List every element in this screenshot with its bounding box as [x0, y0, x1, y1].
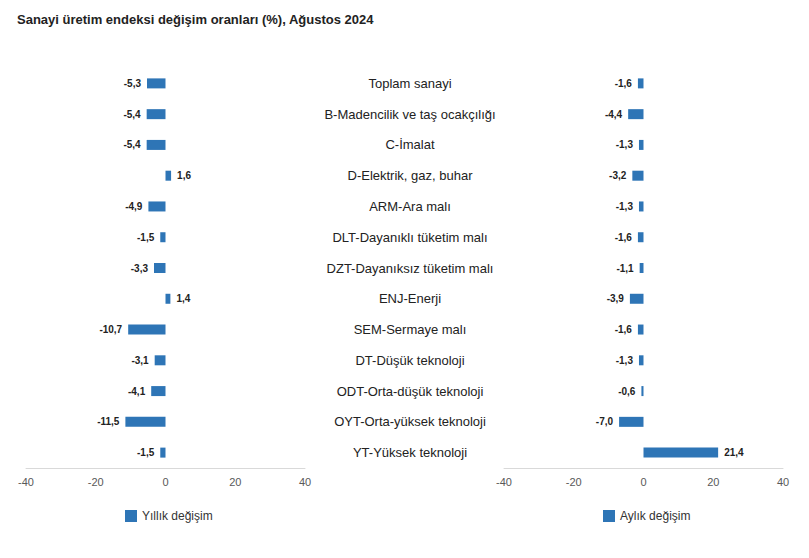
svg-text:-1,1: -1,1 — [616, 263, 634, 274]
svg-text:-0,6: -0,6 — [618, 386, 636, 397]
svg-text:SEM-Sermaye malı: SEM-Sermaye malı — [354, 322, 467, 337]
svg-text:-5,4: -5,4 — [123, 109, 141, 120]
svg-text:-1,5: -1,5 — [137, 232, 155, 243]
svg-text:DLT-Dayanıklı tüketim malı: DLT-Dayanıklı tüketim malı — [332, 230, 487, 245]
svg-text:Sanayi üretim endeksi değişim: Sanayi üretim endeksi değişim oranları (… — [17, 12, 374, 27]
svg-text:20: 20 — [707, 476, 719, 488]
svg-text:Aylık değişim: Aylık değişim — [620, 509, 690, 523]
svg-text:-10,7: -10,7 — [99, 324, 122, 335]
svg-text:-20: -20 — [566, 476, 582, 488]
svg-text:-1,6: -1,6 — [615, 232, 633, 243]
svg-text:-1,6: -1,6 — [615, 78, 633, 89]
svg-text:-3,9: -3,9 — [607, 293, 625, 304]
svg-text:-4,9: -4,9 — [125, 201, 143, 212]
svg-text:-11,5: -11,5 — [97, 416, 120, 427]
svg-text:0: 0 — [162, 476, 168, 488]
svg-text:-1,5: -1,5 — [137, 447, 155, 458]
svg-text:-40: -40 — [496, 476, 512, 488]
svg-text:-4,1: -4,1 — [128, 386, 146, 397]
svg-text:1,6: 1,6 — [177, 170, 191, 181]
svg-text:-3,1: -3,1 — [131, 355, 149, 366]
svg-text:0: 0 — [640, 476, 646, 488]
svg-text:-1,3: -1,3 — [616, 201, 634, 212]
svg-text:-5,4: -5,4 — [123, 139, 141, 150]
svg-text:-1,3: -1,3 — [616, 139, 634, 150]
svg-text:-1,3: -1,3 — [616, 355, 634, 366]
svg-text:B-Madencilik ve taş ocakçılığı: B-Madencilik ve taş ocakçılığı — [324, 107, 495, 122]
svg-text:21,4: 21,4 — [724, 447, 744, 458]
svg-text:OYT-Orta-yüksek teknoloji: OYT-Orta-yüksek teknoloji — [334, 414, 486, 429]
svg-text:DZT-Dayanıksız tüketim malı: DZT-Dayanıksız tüketim malı — [327, 261, 494, 276]
svg-text:DT-Düşük teknoloji: DT-Düşük teknoloji — [355, 353, 464, 368]
svg-text:20: 20 — [229, 476, 241, 488]
svg-text:ARM-Ara malı: ARM-Ara malı — [369, 199, 451, 214]
svg-text:-20: -20 — [88, 476, 104, 488]
svg-text:-1,6: -1,6 — [615, 324, 633, 335]
svg-text:-40: -40 — [18, 476, 34, 488]
svg-text:ENJ-Enerji: ENJ-Enerji — [379, 291, 441, 306]
svg-text:1,4: 1,4 — [176, 293, 190, 304]
svg-text:40: 40 — [777, 476, 789, 488]
svg-text:-3,2: -3,2 — [609, 170, 627, 181]
svg-text:D-Elektrik, gaz, buhar: D-Elektrik, gaz, buhar — [348, 168, 474, 183]
svg-text:-3,3: -3,3 — [131, 263, 149, 274]
svg-text:Yıllık değişim: Yıllık değişim — [142, 509, 213, 523]
svg-text:40: 40 — [299, 476, 311, 488]
svg-text:-5,3: -5,3 — [124, 78, 142, 89]
svg-text:ODT-Orta-düşük teknoloji: ODT-Orta-düşük teknoloji — [337, 384, 484, 399]
svg-text:-4,4: -4,4 — [605, 109, 623, 120]
svg-text:-7,0: -7,0 — [596, 416, 614, 427]
svg-text:C-İmalat: C-İmalat — [385, 137, 435, 152]
svg-text:Toplam sanayi: Toplam sanayi — [368, 76, 451, 91]
svg-text:YT-Yüksek teknoloji: YT-Yüksek teknoloji — [353, 445, 467, 460]
